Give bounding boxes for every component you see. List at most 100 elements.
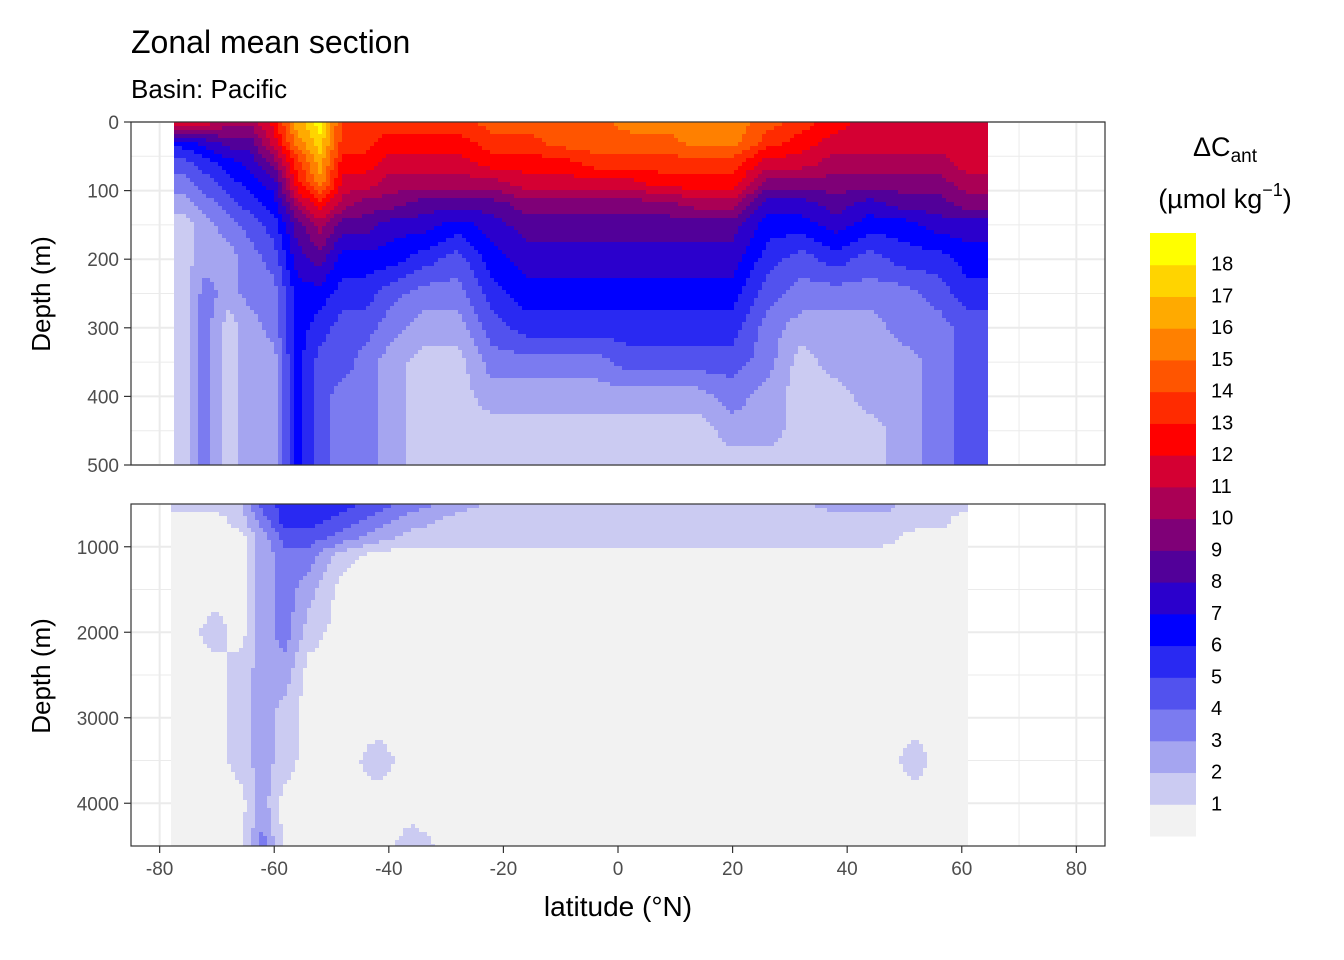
contour-cell — [298, 318, 303, 323]
contour-cell — [246, 326, 251, 331]
contour-cell — [290, 302, 295, 307]
contour-cell — [378, 190, 383, 195]
contour-cell — [214, 462, 219, 466]
contour-cell — [318, 286, 323, 291]
contour-cell — [302, 146, 307, 151]
contour-cell — [282, 158, 287, 163]
contour-cell — [254, 338, 259, 343]
contour-cell — [306, 246, 311, 251]
contour-cell — [242, 306, 247, 311]
contour-cell — [206, 418, 211, 423]
contour-cell — [234, 354, 239, 359]
contour-cell — [242, 170, 247, 175]
contour-cell — [302, 370, 307, 375]
contour-cell — [310, 186, 315, 191]
contour-cell — [270, 406, 275, 411]
contour-cell — [186, 298, 191, 303]
contour-cell — [298, 406, 303, 411]
contour-cell — [186, 258, 191, 263]
contour-cell — [202, 174, 207, 179]
contour-cell — [322, 318, 327, 323]
contour-cell — [322, 154, 327, 159]
contour-cell — [394, 170, 399, 175]
contour-cell — [274, 362, 279, 367]
contour-cell — [290, 422, 295, 427]
contour-cell — [302, 422, 307, 427]
contour-cell — [246, 298, 251, 303]
contour-cell — [394, 194, 399, 199]
contour-cell — [350, 330, 355, 335]
contour-cell — [398, 414, 403, 419]
contour-cell — [270, 350, 275, 355]
contour-cell — [398, 222, 403, 227]
contour-cell — [366, 438, 371, 443]
contour-cell — [226, 306, 231, 311]
contour-cell — [250, 170, 255, 175]
contour-cell — [314, 326, 319, 331]
contour-cell — [382, 178, 387, 183]
contour-cell — [246, 442, 251, 447]
contour-cell — [302, 238, 307, 243]
contour-cell — [374, 386, 379, 391]
contour-cell — [398, 382, 403, 387]
contour-cell — [314, 374, 319, 379]
contour-cell — [350, 210, 355, 215]
contour-cell — [270, 450, 275, 455]
contour-cell — [250, 190, 255, 195]
contour-cell — [226, 418, 231, 423]
contour-cell — [258, 194, 263, 199]
contour-cell — [202, 282, 207, 287]
contour-cell — [342, 166, 347, 171]
contour-cell — [238, 242, 243, 247]
contour-cell — [382, 406, 387, 411]
contour-cell — [258, 374, 263, 379]
contour-cell — [202, 162, 207, 167]
contour-cell — [366, 174, 371, 179]
contour-cell — [218, 318, 223, 323]
contour-cell — [358, 166, 363, 171]
contour-cell — [402, 310, 407, 315]
contour-cell — [182, 122, 187, 127]
contour-cell — [318, 294, 323, 299]
contour-cell — [314, 250, 319, 255]
contour-cell — [274, 178, 279, 183]
contour-cell — [290, 230, 295, 235]
contour-cell — [234, 274, 239, 279]
contour-cell — [198, 370, 203, 375]
contour-cell — [294, 386, 299, 391]
contour-cell — [286, 370, 291, 375]
contour-cell — [346, 126, 351, 131]
contour-cell — [178, 334, 183, 339]
contour-cell — [402, 122, 407, 127]
contour-cell — [358, 414, 363, 419]
contour-cell — [174, 146, 179, 151]
contour-cell — [338, 210, 343, 215]
contour-cell — [218, 246, 223, 251]
contour-cell — [230, 226, 235, 231]
contour-cell — [342, 194, 347, 199]
contour-cell — [214, 198, 219, 203]
contour-cell — [258, 354, 263, 359]
contour-cell — [210, 250, 215, 255]
contour-cell — [214, 446, 219, 451]
contour-cell — [390, 390, 395, 395]
contour-cell — [206, 314, 211, 319]
contour-cell — [362, 150, 367, 155]
contour-cell — [334, 318, 339, 323]
contour-cell — [370, 298, 375, 303]
contour-cell — [302, 306, 307, 311]
contour-cell — [198, 246, 203, 251]
contour-cell — [178, 158, 183, 163]
contour-cell — [194, 166, 199, 171]
contour-cell — [302, 310, 307, 315]
contour-cell — [338, 414, 343, 419]
contour-cell — [338, 186, 343, 191]
contour-cell — [278, 362, 283, 367]
contour-cell — [322, 222, 327, 227]
contour-cell — [382, 378, 387, 383]
contour-cell — [214, 398, 219, 403]
contour-cell — [358, 174, 363, 179]
contour-cell — [282, 258, 287, 263]
contour-cell — [246, 454, 251, 459]
contour-cell — [250, 410, 255, 415]
